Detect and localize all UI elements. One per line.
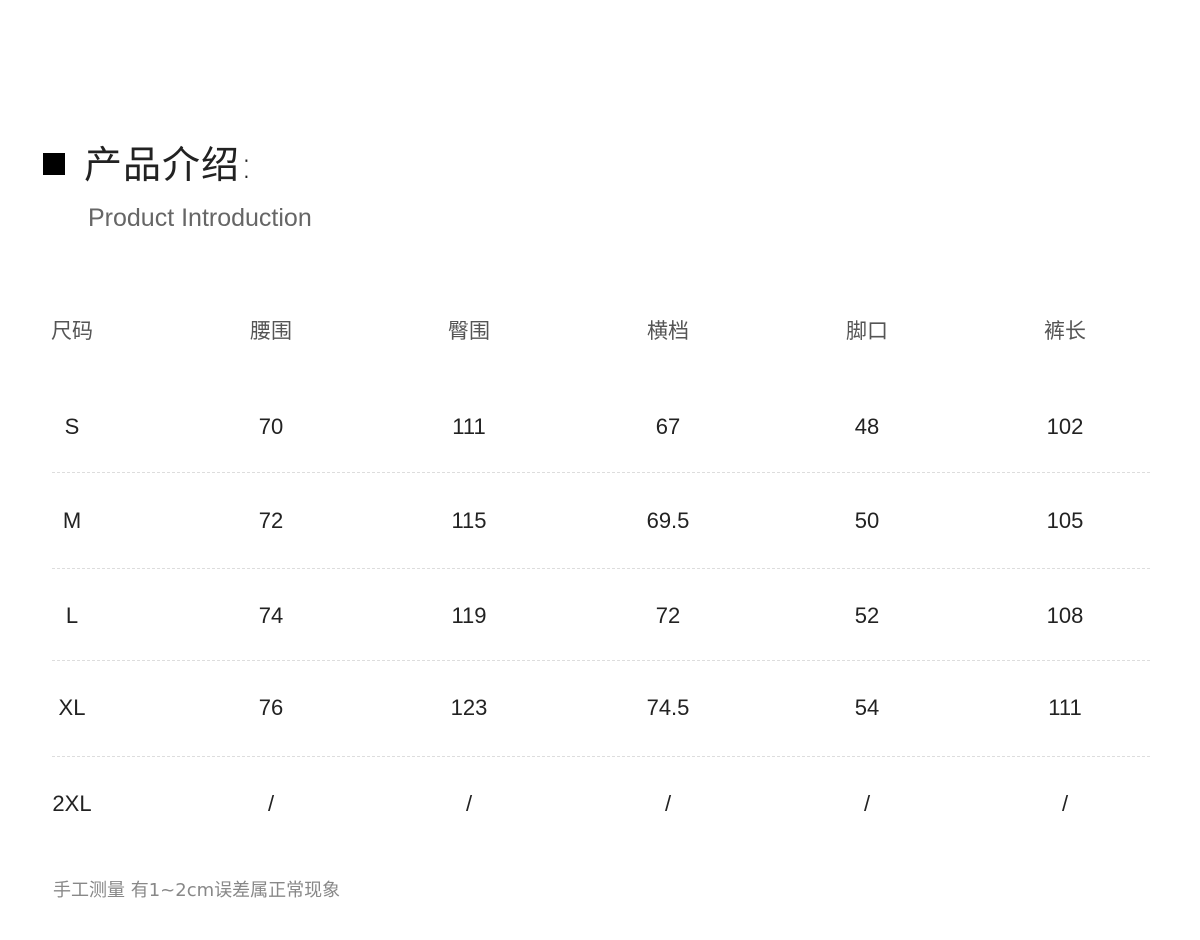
table-cell: 119 bbox=[451, 603, 487, 628]
bullet-square-icon bbox=[43, 153, 65, 175]
table-cell: L bbox=[65, 603, 79, 628]
page-subtitle: Product Introduction bbox=[88, 204, 312, 232]
row-divider bbox=[52, 756, 1150, 757]
table-cell: 2XL bbox=[52, 791, 92, 816]
table-cell: 72 bbox=[655, 603, 681, 628]
table-cell: 102 bbox=[1046, 414, 1084, 439]
table-cell: 76 bbox=[258, 695, 284, 720]
table-cell: 72 bbox=[258, 508, 284, 533]
measurement-note: 手工测量 有1~2cm误差属正常现象 bbox=[53, 880, 341, 901]
table-cell: 74.5 bbox=[646, 695, 690, 720]
table-cell: 52 bbox=[854, 603, 880, 628]
table-cell: / bbox=[863, 791, 871, 816]
table-header-row: 尺码 腰围 臀围 横档 脚口 裤长 bbox=[0, 311, 1200, 351]
row-divider bbox=[52, 472, 1150, 473]
table-row: M 72 115 69.5 50 105 bbox=[0, 501, 1200, 541]
table-cell: 111 bbox=[1048, 695, 1082, 720]
column-header: 脚口 bbox=[846, 319, 888, 343]
column-header: 裤长 bbox=[1044, 319, 1086, 343]
table-cell: / bbox=[664, 791, 672, 816]
table-cell: / bbox=[465, 791, 473, 816]
table-row: 2XL / / / / / bbox=[0, 784, 1200, 824]
table-cell: 54 bbox=[854, 695, 880, 720]
row-divider bbox=[52, 568, 1150, 569]
table-cell: 70 bbox=[258, 414, 284, 439]
table-cell: M bbox=[62, 508, 82, 533]
table-row: S 70 111 67 48 102 bbox=[0, 407, 1200, 447]
column-header: 尺码 bbox=[51, 319, 93, 343]
table-cell: / bbox=[267, 791, 275, 816]
page-title: 产品介绍: bbox=[84, 143, 254, 187]
table-row: L 74 119 72 52 108 bbox=[0, 596, 1200, 636]
table-cell: 108 bbox=[1046, 603, 1084, 628]
column-header: 横档 bbox=[647, 319, 689, 343]
table-cell: 111 bbox=[452, 414, 486, 439]
table-cell: 105 bbox=[1046, 508, 1084, 533]
table-cell: / bbox=[1061, 791, 1069, 816]
table-cell: 48 bbox=[854, 414, 880, 439]
table-row: XL 76 123 74.5 54 111 bbox=[0, 688, 1200, 728]
column-header: 腰围 bbox=[250, 319, 292, 343]
table-cell: 50 bbox=[854, 508, 880, 533]
row-divider bbox=[52, 660, 1150, 661]
table-cell: S bbox=[64, 414, 80, 439]
column-header: 臀围 bbox=[448, 319, 490, 343]
table-cell: 115 bbox=[451, 508, 487, 533]
table-cell: 67 bbox=[655, 414, 681, 439]
table-cell: 69.5 bbox=[646, 508, 690, 533]
table-cell: XL bbox=[58, 695, 86, 720]
table-cell: 123 bbox=[450, 695, 488, 720]
table-cell: 74 bbox=[258, 603, 284, 628]
